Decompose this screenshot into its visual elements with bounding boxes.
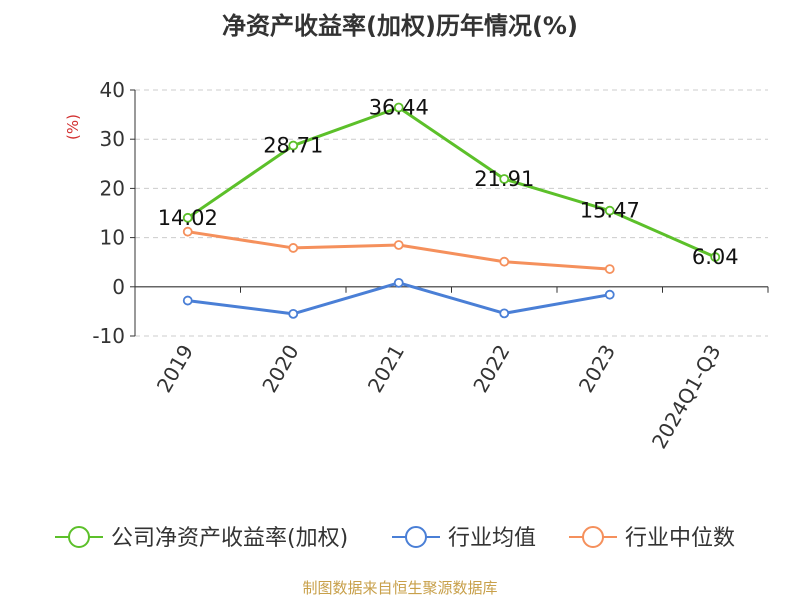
x-tick-label: 2023 <box>574 341 620 397</box>
grid-lines <box>135 89 768 337</box>
legend: 公司净资产收益率(加权) 行业均值 行业中位数 <box>55 526 735 551</box>
legend-label-industry_median: 行业中位数 <box>625 526 735 551</box>
data-label: 36.44 <box>369 96 429 120</box>
data-point-company <box>499 174 510 184</box>
x-tick-label: 2019 <box>152 341 198 397</box>
axes: -10 0 10 20 30 40 (%) 2019 2020 2021 2022 2023 2024Q… <box>64 78 769 453</box>
data-point-industry_avg <box>288 308 299 319</box>
data-point-industry_median <box>288 243 299 253</box>
chart-title: 净资产收益率(加权)历年情况(%) <box>222 12 578 40</box>
data-point-company <box>288 140 299 151</box>
x-tick-label: 2022 <box>468 341 514 397</box>
x-tick-label: 2020 <box>257 341 303 397</box>
y-tick-label: 40 <box>100 78 125 102</box>
data-label: 6.04 <box>692 245 739 269</box>
legend-label-industry_avg: 行业均值 <box>448 526 536 551</box>
y-tick-label: 10 <box>100 226 125 250</box>
legend-marker-industry_avg <box>405 526 427 548</box>
data-point-industry_avg <box>393 277 404 288</box>
y-tick-label: -10 <box>92 324 125 348</box>
data-label: 15.47 <box>580 199 640 223</box>
data-point-company <box>182 212 193 223</box>
source-note: 制图数据来自恒生聚源数据库 <box>302 579 498 597</box>
y-tick-label: 30 <box>100 127 125 151</box>
data-label: 14.02 <box>158 206 218 230</box>
series-line-company <box>186 106 716 259</box>
data-point-industry_median <box>499 256 510 267</box>
data-label: 28.71 <box>263 134 323 158</box>
legend-marker-industry_median <box>582 526 604 548</box>
data-point-industry_median <box>393 240 404 250</box>
x-tick-label: 2021 <box>363 341 409 397</box>
data-point-company <box>710 252 721 262</box>
data-label: 21.91 <box>474 167 534 191</box>
data-point-industry_median <box>604 264 615 274</box>
y-axis-unit-label: (%) <box>64 114 82 140</box>
data-labels: 14.02 28.71 36.44 21.91 15.47 6.04 <box>158 96 739 270</box>
y-tick-label: 20 <box>100 176 125 200</box>
data-point-industry_avg <box>182 295 193 306</box>
data-point-industry_avg <box>604 289 615 300</box>
legend-marker-company <box>68 526 90 548</box>
data-point-industry_avg <box>499 308 510 319</box>
data-point-company <box>604 205 615 216</box>
x-tick-label: 2024Q1-Q3 <box>647 341 726 453</box>
y-tick-label: 0 <box>112 275 125 299</box>
series-lines <box>182 102 721 319</box>
data-point-industry_median <box>182 226 193 237</box>
legend-label-company: 公司净资产收益率(加权) <box>111 526 348 551</box>
data-point-company <box>393 102 404 113</box>
